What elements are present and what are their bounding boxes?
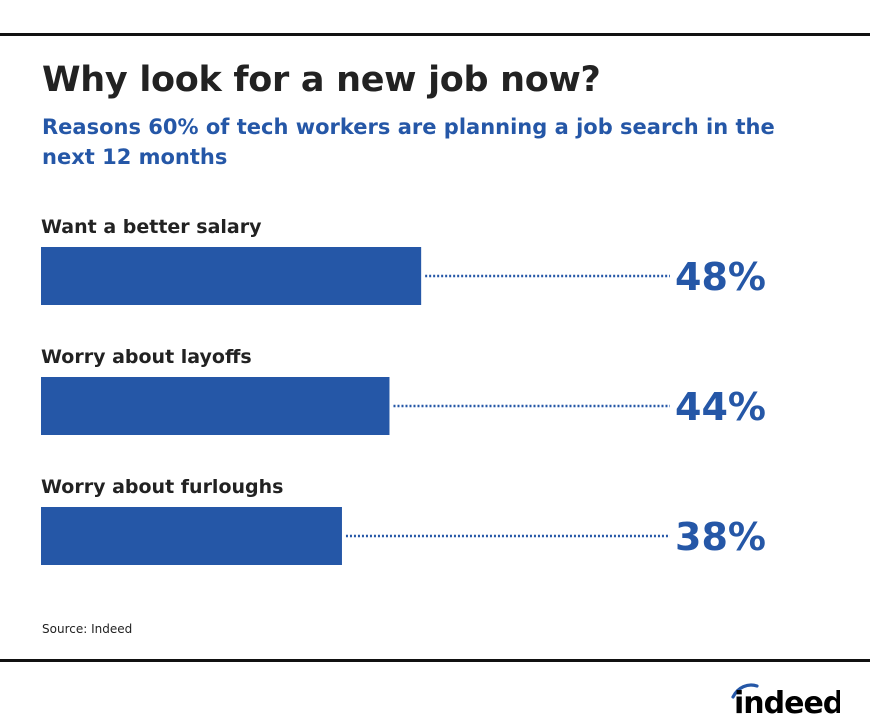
bar	[41, 247, 422, 305]
chart-subtitle: Reasons 60% of tech workers are planning…	[42, 115, 775, 169]
chart-title: Why look for a new job now?	[42, 60, 601, 100]
value-label: 44%	[675, 385, 766, 429]
bar-chart: Want a better salary 48% Worry about layof…	[41, 216, 766, 565]
top-rule	[0, 33, 870, 36]
category-label: Worry about layoffs	[41, 346, 252, 368]
value-label: 48%	[675, 255, 766, 299]
bar	[41, 507, 342, 565]
indeed-logo-mark: indeed	[731, 683, 844, 721]
indeed-logo-text: indeed	[734, 686, 840, 718]
category-label: Worry about furloughs	[41, 476, 283, 498]
bar	[41, 377, 390, 435]
bottom-rule	[0, 659, 870, 662]
value-label: 38%	[675, 515, 766, 559]
source-note: Source: Indeed	[42, 622, 133, 636]
category-label: Want a better salary	[41, 216, 262, 238]
indeed-logo: indeed	[730, 678, 844, 721]
